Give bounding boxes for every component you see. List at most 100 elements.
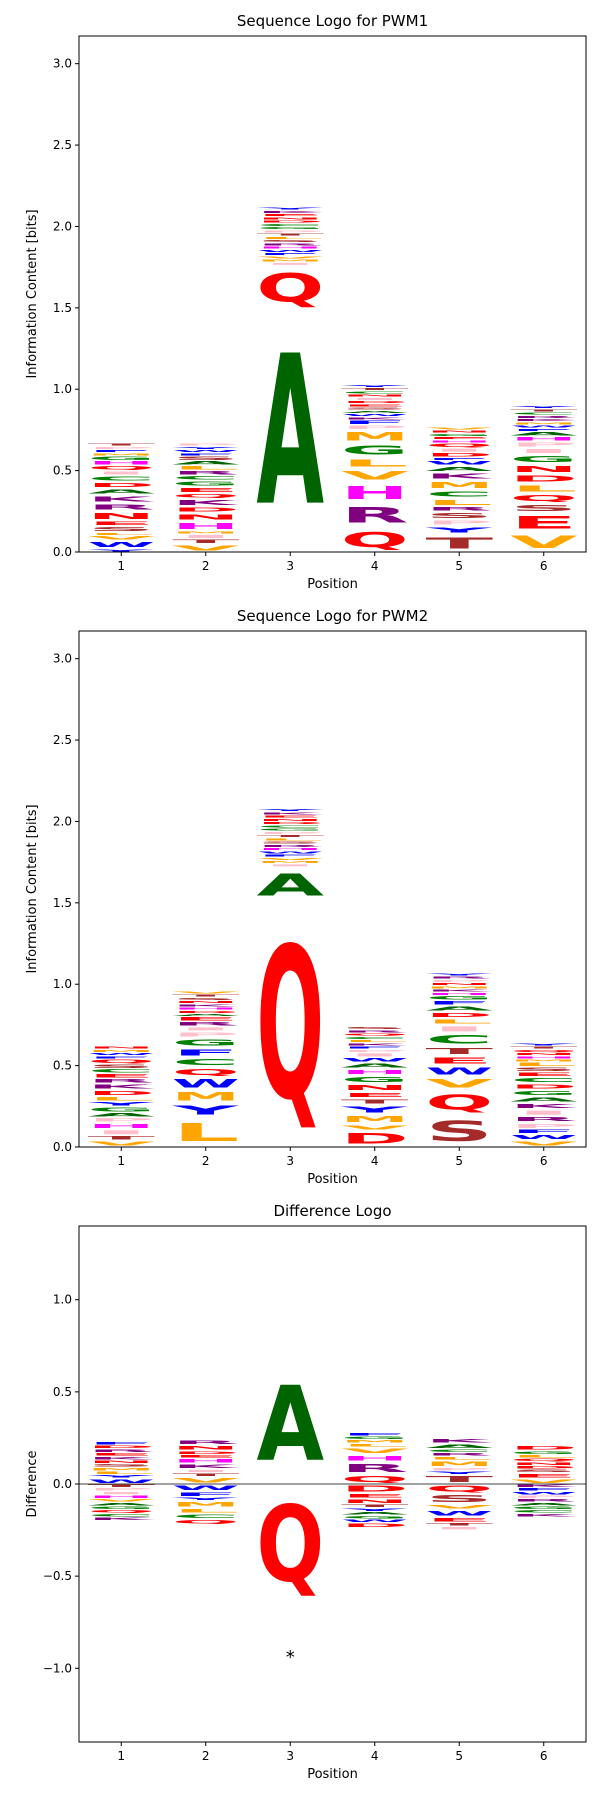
logo-letter-L: L [510, 1455, 578, 1459]
y-tick-label: 1.0 [53, 382, 72, 396]
logo-letter-A: A [341, 410, 409, 413]
logo-letter-K: K [425, 989, 493, 992]
logo-letter-I: I [87, 471, 155, 476]
logo-letter-P: P [510, 1123, 578, 1129]
x-tick-label: 5 [455, 559, 463, 573]
logo-letter-R: R [256, 844, 324, 847]
logo-letter-V: V [341, 1124, 409, 1130]
logo-letter-C: C [87, 1514, 155, 1518]
logo-letter-T: T [87, 1484, 155, 1488]
logo-letter-S: S [256, 239, 324, 242]
logo-letter-N: N [425, 983, 493, 986]
logo-letter-I: I [87, 1491, 155, 1495]
logo-letter-T: T [341, 388, 409, 391]
logo-letter-R: R [341, 1030, 409, 1033]
logo-letter-E: E [172, 487, 240, 494]
logo-letter-V: V [425, 1077, 493, 1090]
logo-letter-A: A [510, 432, 578, 437]
y-tick-label: 3.0 [53, 57, 72, 71]
logo-letter-Y: Y [171, 1103, 240, 1118]
logo-letter-Y: Y [425, 973, 493, 976]
logo-letter-P: P [256, 230, 324, 233]
logo-letter-I: I [510, 448, 578, 454]
logo-letter-A: A [341, 1512, 409, 1516]
logo-letter-M: M [87, 1467, 155, 1471]
y-tick-label: 2.0 [53, 219, 72, 233]
logo-letter-L: L [510, 1062, 578, 1067]
logo-letter-P: P [87, 1488, 155, 1492]
logo-letter-Q: Q [87, 466, 155, 471]
logo-letter-Q: Q [172, 1067, 240, 1077]
y-tick-label: 1.5 [53, 301, 72, 315]
logo-letter-N: N [172, 1001, 240, 1004]
logo-letter-S: S [425, 511, 493, 519]
logo-letter-M: M [341, 1115, 409, 1125]
logo-letter-F: F [172, 1491, 240, 1497]
logo-letter-A: A [256, 312, 324, 552]
logo-letter-P: P [425, 520, 493, 526]
logo-letter-H: H [172, 1007, 240, 1010]
logo-letter-R: R [425, 976, 493, 979]
logo-letter-K: K [172, 1004, 240, 1007]
logo-letter-C: C [256, 825, 324, 828]
logo-letter-G: G [256, 828, 324, 831]
logo-letter-I: I [510, 1110, 578, 1116]
logo-letter-R: R [425, 1453, 493, 1457]
x-tick-label: 3 [286, 1749, 294, 1763]
logo-letter-R: R [510, 1116, 578, 1123]
logo-letter-G: G [341, 1515, 409, 1519]
logo-letter-F: F [510, 1129, 578, 1134]
y-tick-label: 0.5 [53, 1385, 72, 1399]
logo-letter-I: I [172, 1027, 240, 1032]
logo-letter-M: M [425, 986, 493, 989]
logo-letter-E: E [510, 1072, 578, 1077]
logo-letter-N: N [341, 1499, 409, 1504]
logo-letter-M: M [256, 861, 324, 864]
x-tick-label: 6 [540, 559, 548, 573]
logo-letter-Q: Q [87, 1059, 155, 1064]
chart-panel-3: WYLMSNKERDFTPIHVAGQCKVTIKHEDNRWFYMLCQAQQ… [25, 1202, 587, 1782]
logo-letter-Q: Q [425, 1484, 493, 1493]
logo-letter-V: V [256, 857, 324, 860]
logo-letter-V: V [341, 1447, 409, 1454]
logo-letter-G: G [87, 456, 155, 461]
logo-letter-C: C [172, 476, 240, 481]
logo-column-3: AQ [256, 1366, 324, 1606]
logo-letter-T: T [425, 1046, 493, 1056]
logo-letter-D: D [341, 1131, 409, 1147]
logo-letter-C: C [341, 1036, 409, 1039]
logo-letter-E: E [425, 1056, 493, 1066]
logo-letter-L: L [341, 1040, 409, 1043]
logo-letter-E: E [510, 1473, 578, 1479]
plot-area: WYLMSNKERDFTPIHVAGQCKVTIKHEDNRWFYMLCQAQQ… [87, 1366, 578, 1606]
logo-letter-P: P [510, 441, 578, 447]
x-tick-label: 6 [540, 1749, 548, 1763]
logo-letter-V: V [172, 1477, 240, 1484]
logo-letter-D: D [256, 220, 324, 223]
logo-letter-F: F [510, 1488, 578, 1492]
y-tick-label: −1.0 [43, 1661, 72, 1675]
logo-letter-Y: Y [87, 549, 155, 552]
logo-letter-N: N [256, 217, 324, 220]
logo-letter-H: H [510, 437, 578, 442]
logo-letter-Q: Q [510, 1458, 578, 1462]
logo-letter-F: F [341, 420, 409, 425]
plot-area: VTIHPAGYLDKRECSQFWMNLYMWQCFGPIREADHKNSTV… [87, 808, 578, 1147]
logo-letter-H: H [425, 992, 493, 995]
logo-letter-F: F [87, 1442, 155, 1446]
logo-letter-K: K [87, 1517, 155, 1521]
logo-letter-R: R [87, 1079, 155, 1084]
logo-letter-W: W [256, 851, 324, 854]
logo-letter-L: L [341, 458, 409, 469]
logo-letter-M: M [172, 1501, 240, 1508]
logo-letter-G: G [256, 226, 324, 229]
logo-letter-Q: Q [256, 904, 324, 1147]
logo-letter-D: D [510, 1466, 578, 1470]
